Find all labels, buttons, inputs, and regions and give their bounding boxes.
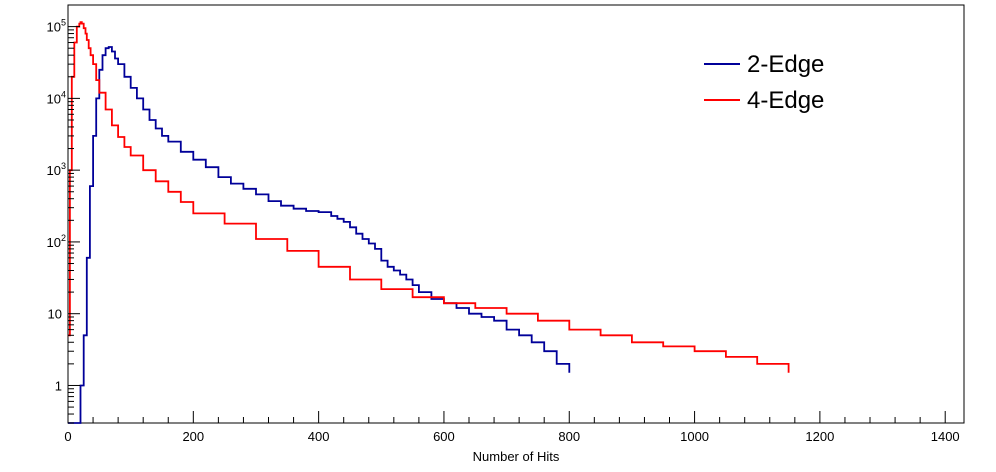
x-tick-label: 1400 <box>931 429 960 444</box>
x-tick-label: 600 <box>433 429 455 444</box>
legend-label: 2-Edge <box>747 51 824 78</box>
plot-frame <box>67 4 965 424</box>
y-tick-label: 104 <box>47 89 66 106</box>
x-axis-ticks: 0 200 400 600 800 1000 1200 1400 <box>64 411 960 444</box>
y-tick-label: 103 <box>47 161 66 178</box>
x-tick-label: 800 <box>558 429 580 444</box>
y-tick-label: 1 <box>55 378 62 393</box>
x-tick-label: 1000 <box>680 429 709 444</box>
x-tick-label: 200 <box>182 429 204 444</box>
y-tick-label: 102 <box>47 233 66 250</box>
legend: 2-Edge 4-Edge <box>704 51 824 114</box>
series-line-1 <box>68 21 790 373</box>
x-axis-title: Number of Hits <box>473 449 560 464</box>
y-tick-label: 105 <box>47 18 66 35</box>
x-tick-label: 0 <box>64 429 71 444</box>
legend-label: 4-Edge <box>747 87 824 114</box>
series-line-0 <box>68 46 571 424</box>
x-tick-label: 400 <box>308 429 330 444</box>
x-tick-label: 1200 <box>805 429 834 444</box>
y-tick-label: 10 <box>48 307 62 322</box>
series-layer <box>68 21 790 424</box>
y-axis-ticks: 1 10 102 103 104 105 <box>47 4 80 424</box>
